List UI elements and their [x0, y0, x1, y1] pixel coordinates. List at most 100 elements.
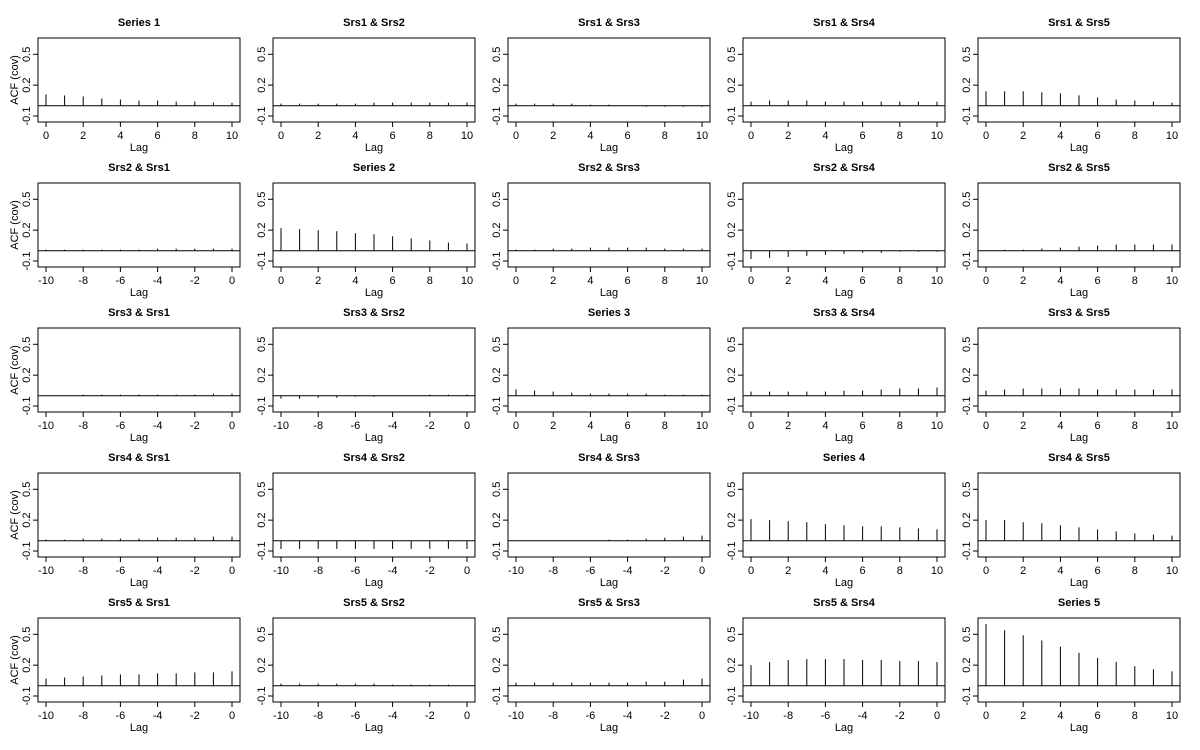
- y-axis-label: ACF (cov): [9, 490, 21, 540]
- x-axis-label: Lag: [1070, 577, 1088, 589]
- panel-title: Srs1 & Srs2: [343, 17, 405, 29]
- x-tick-label: 4: [587, 275, 593, 287]
- panel-title: Srs2 & Srs5: [1048, 162, 1110, 174]
- panel-title: Srs1 & Srs4: [813, 17, 876, 29]
- x-axis-label: Lag: [365, 722, 383, 734]
- y-tick-label: 0.2: [256, 512, 268, 527]
- x-tick-label: -4: [153, 420, 163, 432]
- panel-title: Srs3 & Srs4: [813, 307, 876, 319]
- x-tick-label: 2: [80, 130, 86, 142]
- x-tick-label: -2: [660, 710, 670, 722]
- x-tick-label: 8: [427, 275, 433, 287]
- x-tick-label: 8: [897, 565, 903, 577]
- x-tick-label: -4: [153, 565, 163, 577]
- x-axis-label: Lag: [600, 577, 618, 589]
- x-tick-label: 0: [983, 275, 989, 287]
- x-tick-label: 6: [1095, 565, 1101, 577]
- x-axis-label: Lag: [130, 142, 148, 154]
- x-axis-label: Lag: [835, 287, 853, 299]
- panel-title: Srs5 & Srs3: [578, 597, 640, 609]
- x-tick-label: -8: [548, 565, 558, 577]
- x-tick-label: 10: [1166, 565, 1178, 577]
- x-tick-label: 2: [1020, 130, 1026, 142]
- y-tick-label: 0.2: [491, 512, 503, 527]
- y-tick-label: 0.5: [726, 627, 738, 642]
- x-tick-label: 8: [1132, 710, 1138, 722]
- x-tick-label: -4: [623, 565, 633, 577]
- plot-frame: [37, 472, 241, 558]
- y-tick-label: -0.1: [961, 687, 973, 706]
- plot-frame: [272, 182, 476, 268]
- x-tick-label: 6: [625, 130, 631, 142]
- y-tick-label: -0.1: [491, 397, 503, 416]
- x-tick-label: 6: [860, 130, 866, 142]
- x-tick-label: -6: [116, 420, 126, 432]
- y-tick-label: 0.5: [21, 627, 33, 642]
- x-tick-label: -6: [351, 710, 361, 722]
- y-tick-label: 0.2: [491, 77, 503, 92]
- y-tick-label: 0.2: [961, 367, 973, 382]
- x-tick-label: 6: [155, 130, 161, 142]
- x-tick-label: 10: [226, 130, 238, 142]
- y-tick-label: 0.2: [21, 512, 33, 527]
- x-tick-label: 0: [278, 275, 284, 287]
- x-tick-label: 0: [43, 130, 49, 142]
- x-tick-label: 0: [983, 565, 989, 577]
- x-tick-label: 8: [897, 275, 903, 287]
- x-tick-label: -6: [586, 710, 596, 722]
- plot-frame: [507, 37, 711, 123]
- x-axis-label: Lag: [130, 722, 148, 734]
- x-tick-label: 0: [513, 130, 519, 142]
- y-tick-label: -0.1: [961, 397, 973, 416]
- x-tick-label: -8: [783, 710, 793, 722]
- x-tick-label: 4: [1057, 420, 1063, 432]
- x-tick-label: -4: [153, 710, 163, 722]
- x-axis-label: Lag: [835, 577, 853, 589]
- plot-frame: [507, 472, 711, 558]
- x-tick-label: -10: [38, 565, 54, 577]
- y-tick-label: 0.5: [21, 337, 33, 352]
- x-axis-label: Lag: [600, 287, 618, 299]
- x-tick-label: 2: [550, 130, 556, 142]
- x-tick-label: -8: [78, 710, 88, 722]
- x-tick-label: 6: [390, 130, 396, 142]
- plot-frame: [507, 327, 711, 413]
- x-tick-label: 10: [461, 130, 473, 142]
- y-tick-label: 0.2: [21, 77, 33, 92]
- panel-title: Srs2 & Srs3: [578, 162, 640, 174]
- y-axis-label: ACF (cov): [9, 635, 21, 685]
- x-axis-label: Lag: [130, 432, 148, 444]
- x-tick-label: 0: [699, 565, 705, 577]
- x-axis-label: Lag: [130, 287, 148, 299]
- x-tick-label: 8: [1132, 565, 1138, 577]
- x-tick-label: -6: [586, 565, 596, 577]
- x-tick-label: -10: [273, 565, 289, 577]
- y-tick-label: -0.1: [256, 107, 268, 126]
- x-tick-label: 10: [931, 420, 943, 432]
- x-tick-label: -2: [190, 710, 200, 722]
- x-axis-label: Lag: [365, 287, 383, 299]
- y-tick-label: 0.5: [256, 627, 268, 642]
- x-tick-label: -10: [273, 420, 289, 432]
- y-tick-label: -0.1: [491, 252, 503, 271]
- x-tick-label: 4: [352, 275, 358, 287]
- x-tick-label: 0: [229, 420, 235, 432]
- x-tick-label: 8: [897, 130, 903, 142]
- x-tick-label: -6: [821, 710, 831, 722]
- y-tick-label: -0.1: [491, 542, 503, 561]
- y-tick-label: -0.1: [491, 107, 503, 126]
- y-tick-label: 0.5: [21, 192, 33, 207]
- panel-title: Srs3 & Srs1: [108, 307, 170, 319]
- x-tick-label: -6: [116, 565, 126, 577]
- x-axis-label: Lag: [1070, 142, 1088, 154]
- panel-title: Srs3 & Srs2: [343, 307, 405, 319]
- x-tick-label: 6: [390, 275, 396, 287]
- plot-frame: [507, 617, 711, 703]
- y-tick-label: -0.1: [21, 542, 33, 561]
- y-tick-label: 0.5: [961, 47, 973, 62]
- panel-title: Series 2: [353, 162, 395, 174]
- x-tick-label: 4: [1057, 710, 1063, 722]
- panel-title: Srs5 & Srs4: [813, 597, 876, 609]
- plot-frame: [977, 327, 1181, 413]
- x-tick-label: 0: [983, 710, 989, 722]
